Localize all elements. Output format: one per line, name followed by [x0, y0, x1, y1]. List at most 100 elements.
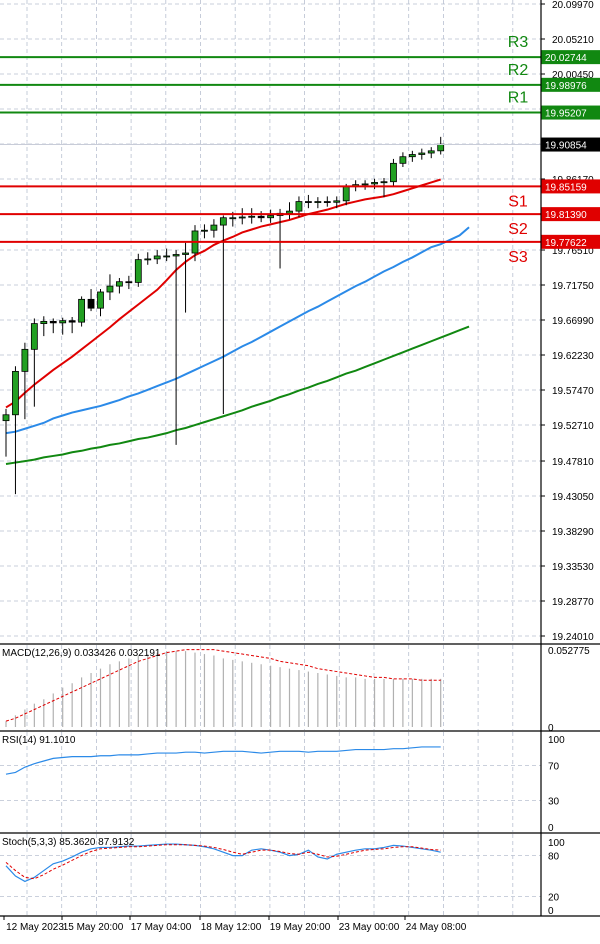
candle-bull [437, 143, 445, 152]
level-tag-r1 [541, 105, 600, 120]
candle-bull [12, 370, 19, 416]
candle-bull [361, 183, 369, 186]
y-tick-label: 19.24010 [552, 632, 594, 643]
candle-bull [342, 185, 350, 202]
x-tick-label: 23 May 00:00 [339, 922, 400, 933]
candle-bull [97, 291, 104, 309]
candle-bull [153, 255, 161, 260]
y-tick-label: 20.09970 [552, 0, 594, 11]
candle-bull [333, 200, 341, 203]
level-tag-s2 [541, 207, 600, 222]
stoch-label: Stoch(5,3,3) 85.3620 87.9132 [2, 837, 135, 848]
macd-tick-label: 0.052775 [548, 646, 590, 657]
level-price-label: 19.81390 [545, 210, 587, 221]
candle-bull [210, 224, 218, 231]
rsi-pane: RSI(14) 91.1010 100 70 30 0 [0, 730, 600, 834]
rsi-label: RSI(14) 91.1010 [2, 735, 76, 746]
stoch-tick-label: 0 [548, 906, 554, 917]
macd-label: MACD(12,26,9) 0.033426 0.032191 [2, 648, 161, 659]
candle-bear [49, 320, 57, 324]
macd-pane: MACD(12,26,9) 0.033426 0.032191 0.052775 0 [0, 643, 600, 734]
candle-bull [427, 150, 435, 154]
level-price-label: 19.98976 [545, 81, 587, 92]
level-tag-s1 [541, 179, 600, 194]
macd-signal-line [5, 649, 441, 722]
candle-bear [323, 201, 331, 203]
candle-bull [380, 181, 388, 184]
level-name-label: R3 [508, 34, 529, 51]
candle-bull [59, 320, 67, 324]
y-tick-label: 19.43050 [552, 492, 594, 503]
candle-bull [106, 285, 114, 293]
y-tick-label: 19.62230 [552, 351, 594, 362]
x-tick-label: 12 May 2023 [6, 922, 64, 933]
candle-bull [163, 255, 171, 258]
level-price-label: 20.02744 [545, 53, 587, 64]
macd-tick-label: 0 [548, 723, 554, 734]
rsi-tick-label: 70 [548, 761, 560, 772]
candle-bull [286, 210, 293, 214]
y-tick-label: 19.52710 [552, 421, 594, 432]
candle-bear [87, 298, 95, 309]
candle-bull [229, 217, 237, 220]
candle-bull [390, 162, 397, 183]
candle-bear [68, 320, 76, 323]
y-tick-label: 20.05210 [552, 35, 594, 46]
y-tick-label: 19.38290 [552, 527, 594, 538]
ma-slow-line [5, 325, 470, 466]
x-tick-label: 17 May 04:00 [131, 922, 192, 933]
candle-bull [248, 215, 256, 218]
candle-bull [182, 252, 189, 255]
candle-bull [238, 216, 246, 219]
candle-bull [201, 229, 208, 232]
candle-bull [371, 182, 378, 185]
x-tick-label: 18 May 12:00 [201, 922, 262, 933]
level-name-label: S2 [508, 221, 528, 238]
level-price-label: 19.77622 [545, 238, 587, 249]
candle-bull [2, 414, 10, 422]
candle-bull [399, 156, 407, 164]
level-name-label: R1 [508, 90, 529, 107]
candle-bear [125, 281, 133, 284]
candle-bull [134, 259, 142, 283]
y-tick-label: 19.71750 [552, 281, 594, 292]
candle-bull [295, 201, 303, 212]
stoch-tick-label: 20 [548, 892, 560, 903]
stoch-tick-label: 100 [548, 838, 565, 849]
x-tick-label: 19 May 20:00 [270, 922, 331, 933]
candle-bull [21, 348, 29, 372]
candle-bull [418, 152, 426, 155]
candle-bull [219, 217, 227, 226]
y-tick-label: 19.57470 [552, 386, 594, 397]
y-tick-label: 20.00450 [552, 70, 594, 81]
candle-bull [408, 154, 416, 158]
current-price-label: 19.90854 [545, 141, 587, 152]
candle-bull [172, 254, 180, 257]
rsi-tick-label: 0 [548, 823, 554, 834]
level-tag-s3 [541, 234, 600, 249]
candle-bull [314, 201, 322, 203]
candle-bull [144, 258, 152, 261]
y-tick-label: 19.33530 [552, 562, 594, 573]
candle-bull [30, 323, 38, 350]
level-price-label: 19.85159 [545, 182, 587, 193]
level-tag-r3 [541, 50, 600, 65]
x-tick-label: 24 May 08:00 [406, 922, 467, 933]
stoch-tick-label: 80 [548, 852, 560, 863]
rsi-tick-label: 30 [548, 797, 560, 808]
candle-bear [304, 201, 312, 203]
candle-bull [116, 281, 123, 287]
y-tick-label: 19.76510 [552, 246, 594, 257]
y-tick-label: 19.28770 [552, 597, 594, 608]
candle-bull [267, 215, 275, 219]
candle-bull [78, 298, 85, 323]
level-tag-r2 [541, 77, 600, 92]
main-price-pane: 20.0997020.0521020.0045019.9569019.90930… [0, 0, 600, 643]
rsi-line [5, 746, 441, 775]
y-tick-label: 19.47810 [552, 457, 594, 468]
level-name-label: S3 [508, 249, 528, 266]
